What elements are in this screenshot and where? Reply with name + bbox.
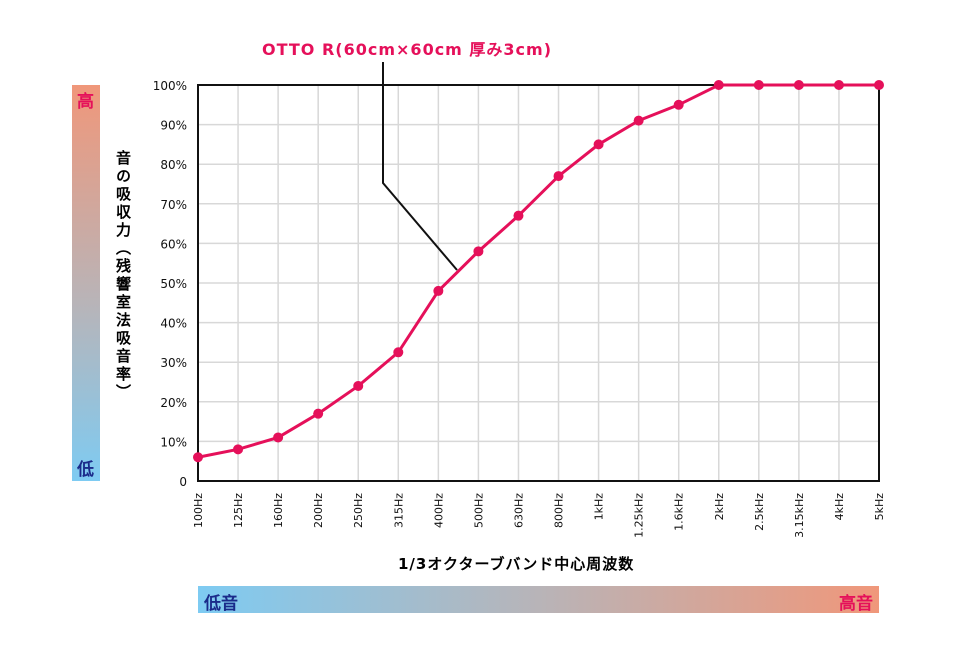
- y-tick-label: 80%: [160, 158, 187, 172]
- y-tick-label: 30%: [160, 356, 187, 370]
- data-point: [633, 115, 644, 126]
- x-tick-label: 250Hz: [352, 493, 365, 528]
- absorption-scale-bar: 高 低: [72, 85, 100, 481]
- y-tick-label: 100%: [153, 79, 187, 93]
- series-line: [197, 83, 879, 459]
- data-point: [673, 99, 684, 110]
- x-tick-label: 160Hz: [272, 493, 285, 528]
- x-tick-label: 100Hz: [192, 493, 205, 528]
- scale-low-label: 低: [77, 460, 94, 480]
- x-tick-label: 2.5kHz: [753, 493, 766, 531]
- y-tick-label: 0: [179, 475, 187, 489]
- data-point: [553, 171, 564, 182]
- data-point: [713, 80, 724, 90]
- x-tick-label: 1.25kHz: [633, 493, 646, 538]
- y-tick-label: 50%: [160, 277, 187, 291]
- y-tick-label: 90%: [160, 119, 187, 133]
- data-point: [273, 432, 284, 443]
- y-axis-label: 音の吸収力（残響室法吸音率）: [114, 150, 132, 402]
- data-point: [193, 452, 203, 463]
- x-axis-label: 1/3オクターブバンド中心周波数: [398, 555, 635, 573]
- data-point: [793, 80, 804, 90]
- data-point: [513, 210, 524, 221]
- data-point: [874, 80, 884, 90]
- x-tick-label: 400Hz: [432, 493, 445, 528]
- x-tick-label: 200Hz: [312, 493, 325, 528]
- callout-line: [382, 62, 458, 271]
- series-title: OTTO R(60cm×60cm 厚み3cm): [262, 40, 553, 59]
- y-tick-label: 60%: [160, 237, 187, 251]
- x-tick-label: 630Hz: [512, 493, 525, 528]
- data-point: [753, 80, 764, 90]
- y-tick-label: 20%: [160, 396, 187, 410]
- data-point: [593, 139, 604, 150]
- x-tick-label: 800Hz: [553, 493, 566, 528]
- data-point: [833, 80, 844, 90]
- x-tick-label: 3.15kHz: [793, 493, 806, 538]
- x-tick-label: 1.6kHz: [673, 493, 686, 531]
- data-point: [433, 285, 444, 296]
- data-point: [233, 444, 244, 455]
- x-tick-label: 4kHz: [833, 493, 846, 521]
- x-tick-label: 500Hz: [472, 493, 485, 528]
- data-point: [313, 408, 324, 419]
- scale-high-label: 高: [77, 92, 94, 112]
- treble-label: 高音: [839, 594, 873, 614]
- y-tick-label: 40%: [160, 317, 187, 331]
- y-tick-label: 10%: [160, 435, 187, 449]
- plot-frame: [197, 84, 880, 482]
- data-point: [393, 347, 404, 358]
- bass-label: 低音: [204, 594, 238, 614]
- data-point: [353, 380, 364, 391]
- x-tick-label: 5kHz: [873, 493, 886, 521]
- y-tick-label: 70%: [160, 198, 187, 212]
- data-point: [473, 246, 484, 257]
- x-tick-label: 125Hz: [232, 493, 245, 528]
- x-tick-label: 315Hz: [392, 493, 405, 528]
- x-tick-label: 1kHz: [593, 493, 606, 521]
- x-tick-label: 2kHz: [713, 493, 726, 521]
- frequency-scale-bar: 低音 高音: [198, 586, 879, 614]
